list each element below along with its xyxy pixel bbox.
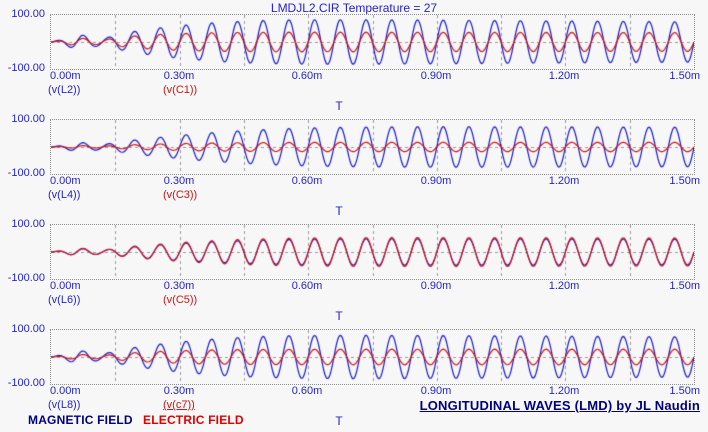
x-tick: 0.60m [291,175,323,187]
y-tick-max: 100.00 [11,113,45,125]
legend-electric-trace: (v(C1)) [163,84,198,96]
x-tick: 1.50m [669,175,700,187]
y-tick-max: 100.00 [11,218,45,230]
plot-section-1: 100.00 -100.00 0.00m 0.30m 0.60m 0.90m 1… [0,8,708,119]
x-tick: 0.30m [163,385,195,397]
x-tick: 0.00m [50,70,81,82]
x-tick: 1.50m [669,280,700,292]
x-tick: 1.50m [669,385,700,397]
y-tick-min: -100.00 [7,377,45,389]
x-tick: 0.60m [291,70,323,82]
y-tick-min: -100.00 [7,62,45,74]
x-tick: 1.20m [548,70,580,82]
legend-electric-trace: (v(c7)) [163,399,195,411]
x-tick: 0.30m [163,280,195,292]
credit-caption: LONGITUDINAL WAVES (LMD) by JL Naudin [419,398,700,413]
plot-section-3: 100.00 -100.00 0.00m 0.30m 0.60m 0.90m 1… [0,218,708,329]
y-tick-min: -100.00 [7,167,45,179]
plot-section-2: 100.00 -100.00 0.00m 0.30m 0.60m 0.90m 1… [0,113,708,224]
plot-area [50,14,695,70]
legend-magnetic-trace: (v(L8)) [48,399,81,411]
x-tick: 0.90m [420,70,452,82]
waveform-canvas [51,225,694,279]
waveform-canvas [51,330,694,384]
x-tick: 0.00m [50,175,81,187]
waveform-canvas [51,120,694,174]
legend-electric-trace: (v(C5)) [163,294,198,306]
x-axis-label: T [335,99,343,113]
plot-area [50,119,695,175]
x-tick: 0.60m [291,280,323,292]
x-tick: 0.30m [163,175,195,187]
x-tick: 0.30m [163,70,195,82]
y-tick-min: -100.00 [7,272,45,284]
plot-section-4: 100.00 -100.00 0.00m 0.30m 0.60m 0.90m 1… [0,323,708,432]
x-tick: 0.90m [420,175,452,187]
legend-magnetic-trace: (v(L6)) [48,294,81,306]
x-tick: 0.90m [420,385,452,397]
plot-title: LMDJL2.CIR Temperature = 27 [270,1,438,15]
x-axis-label: T [335,309,343,323]
x-axis-label: T [335,414,343,428]
x-tick: 0.00m [50,280,81,292]
x-axis-label: T [335,204,343,218]
x-tick: 0.90m [420,280,452,292]
x-tick: 1.20m [548,280,580,292]
y-tick-max: 100.00 [11,323,45,335]
x-tick: 1.20m [548,385,580,397]
legend-magnetic-trace: (v(L4)) [48,189,81,201]
y-tick-max: 100.00 [11,8,45,20]
x-tick: 1.50m [669,70,700,82]
x-tick: 0.00m [50,385,81,397]
plot-area [50,224,695,280]
x-tick: 0.60m [291,385,323,397]
legend-electric-trace: (v(C3)) [163,189,198,201]
magnetic-field-caption: MAGNETIC FIELD [28,413,133,427]
plot-area [50,329,695,385]
x-tick: 1.20m [548,175,580,187]
legend-magnetic-trace: (v(L2)) [48,84,81,96]
electric-field-caption: ELECTRIC FIELD [143,413,244,427]
waveform-canvas [51,15,694,69]
